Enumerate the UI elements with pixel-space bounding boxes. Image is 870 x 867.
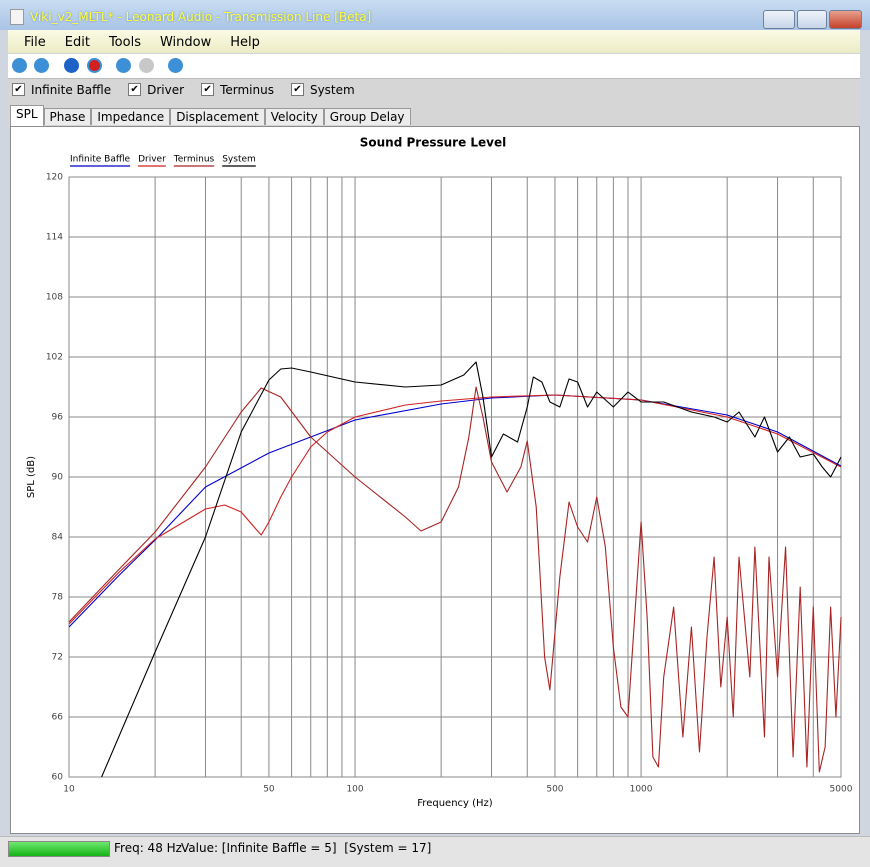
x-tick-label: 5000 — [830, 785, 853, 795]
series-line — [101, 361, 842, 778]
menu-item[interactable]: File — [24, 35, 46, 50]
progress-bar — [8, 841, 110, 857]
y-tick-label: 96 — [52, 413, 64, 423]
x-tick-label: 1000 — [630, 785, 653, 795]
y-tick-label: 90 — [52, 473, 64, 483]
x-tick-label: 500 — [546, 785, 563, 795]
maximize-button[interactable] — [797, 10, 827, 29]
tab[interactable]: Displacement — [170, 108, 265, 125]
checkbox[interactable]: ✔ — [12, 83, 25, 96]
title-bar: Viki_v2_MLTL* - Leonard Audio - Transmis… — [0, 0, 870, 30]
chart-title: Sound Pressure Level — [360, 136, 507, 150]
y-tick-label: 84 — [52, 533, 64, 543]
checkbox-label[interactable]: System — [309, 83, 355, 97]
menu-item[interactable]: Tools — [108, 35, 141, 50]
app-icon — [10, 9, 24, 25]
tab[interactable]: SPL — [10, 105, 44, 127]
y-tick-label: 60 — [52, 773, 64, 783]
status-freq: Freq: 48 Hz — [114, 841, 182, 855]
window-title: Viki_v2_MLTL* - Leonard Audio - Transmis… — [30, 10, 372, 24]
checkbox-label[interactable]: Infinite Baffle — [31, 83, 112, 97]
checkbox[interactable]: ✔ — [128, 83, 142, 96]
menu-bar: File Edit Tools Window Help — [8, 30, 860, 53]
menu-item[interactable]: Help — [230, 35, 260, 50]
y-axis-label: SPL (dB) — [26, 456, 37, 498]
play-button[interactable] — [168, 58, 183, 73]
y-tick-label: 102 — [46, 353, 63, 363]
checkbox[interactable]: ✔ — [290, 83, 304, 96]
chart-panel — [10, 126, 860, 834]
status-bar: Freq: 48 Hz Value: [Infinite Baffle = 5]… — [0, 836, 870, 867]
menu-item[interactable]: Edit — [64, 35, 90, 50]
tab[interactable]: Phase — [43, 108, 92, 125]
y-tick-label: 78 — [52, 593, 64, 603]
new-button[interactable] — [12, 58, 27, 73]
tab[interactable]: Velocity — [264, 108, 324, 125]
tab[interactable]: Group Delay — [323, 108, 411, 125]
tab-bar: SPL Phase Impedance Displacement Velocity Gro… — [8, 105, 860, 127]
y-tick-label: 120 — [46, 173, 63, 183]
x-tick-label: 50 — [263, 785, 275, 795]
minimize-button[interactable] — [763, 10, 795, 29]
back-button[interactable] — [116, 58, 131, 73]
record-button[interactable] — [87, 58, 102, 73]
checkbox-label[interactable]: Driver — [147, 83, 185, 97]
menu-item[interactable]: Window — [159, 35, 212, 50]
y-tick-label: 114 — [46, 233, 63, 243]
y-tick-label: 72 — [52, 653, 63, 663]
status-value: Value: [Infinite Baffle = 5] [System = 1… — [181, 841, 432, 855]
y-tick-label: 108 — [46, 293, 63, 303]
record-blue-button[interactable] — [64, 58, 79, 73]
y-tick-label: 66 — [52, 713, 64, 723]
plot-border — [68, 176, 842, 778]
chart: Sound Pressure Level Frequency (Hz) SPL … — [26, 136, 853, 810]
legend-label: Infinite Baffle — [70, 155, 131, 165]
legend-label: System — [222, 155, 256, 165]
series-line — [68, 394, 842, 628]
open-button[interactable] — [34, 58, 49, 73]
close-button[interactable] — [829, 10, 862, 29]
tab[interactable]: Impedance — [91, 108, 171, 125]
x-axis-label: Frequency (Hz) — [417, 798, 493, 809]
x-tick-label: 10 — [63, 785, 75, 795]
toolbar — [8, 54, 860, 79]
legend-label: Terminus — [173, 155, 215, 165]
series-line — [68, 386, 842, 773]
x-tick-label: 100 — [346, 785, 363, 795]
forward-button[interactable] — [139, 58, 154, 73]
checkbox-label[interactable]: Terminus — [220, 83, 274, 97]
series-toggles: ✔ Infinite Baffle ✔ Driver ✔ Terminus ✔ System — [8, 79, 860, 105]
series-line — [68, 394, 842, 625]
checkbox[interactable]: ✔ — [201, 83, 215, 96]
legend-label: Driver — [138, 155, 166, 165]
